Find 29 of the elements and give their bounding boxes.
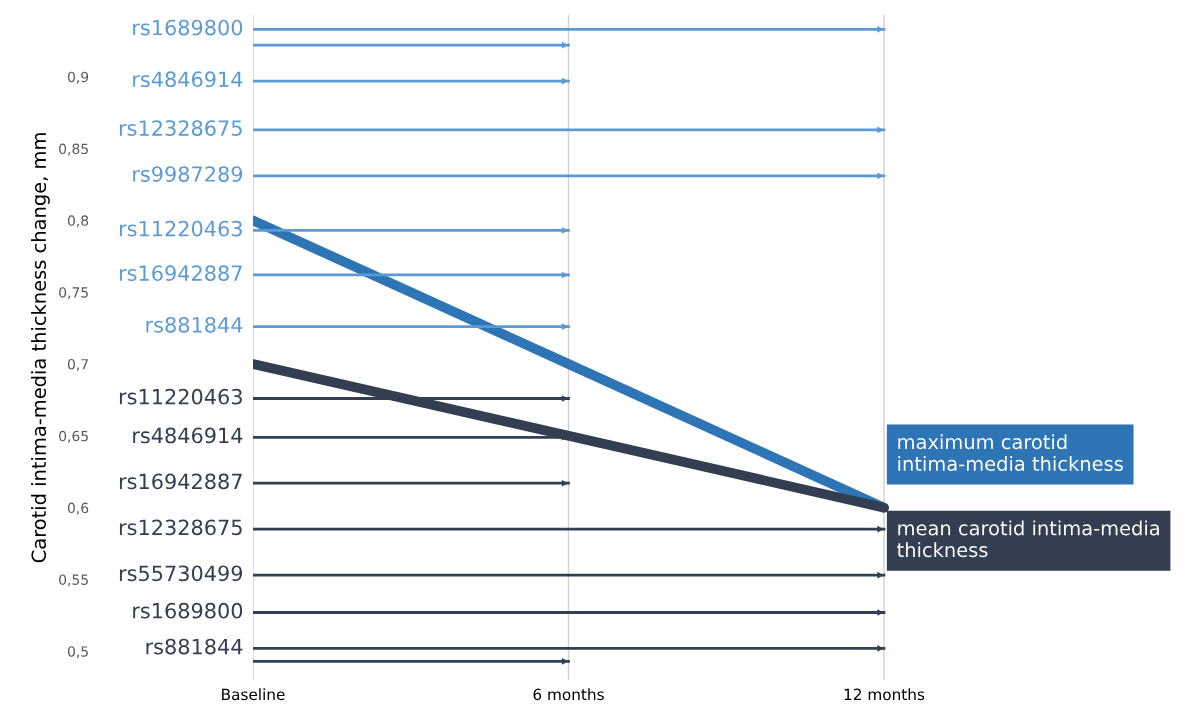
text: maximum carotid intima-media thickness	[898, 434, 1123, 472]
y-tick-label: 0,65	[59, 430, 88, 443]
x-tick-label: Baseline	[222, 688, 285, 701]
series-label: rs1689800	[133, 19, 243, 36]
series-label: rs12328675	[119, 519, 242, 536]
series-label: rs881844	[146, 316, 243, 333]
y-tick-label: 0,8	[67, 215, 89, 228]
series-label: rs11220463	[119, 388, 242, 405]
y-tick-label: 0,6	[67, 502, 89, 515]
series-label: rs16942887	[119, 473, 242, 490]
series-label: rs4846914	[133, 427, 243, 444]
series-label: rs12328675	[119, 120, 242, 136]
y-tick-label: 0,7	[67, 358, 88, 371]
y-tick-label: 0,75	[59, 287, 88, 300]
y-tick-label: 0,55	[59, 574, 88, 587]
y-tick-label: 0,9	[67, 71, 89, 84]
series-label: rs55730499	[119, 565, 243, 582]
x-tick-label: 12 months	[844, 688, 925, 701]
series-label: mean carotid intima-media thickness	[897, 520, 1159, 558]
x-tick-label: 6 months	[533, 688, 604, 701]
series-label: rs4846914	[133, 71, 243, 88]
series-label: rs11220463	[119, 220, 242, 237]
series-label: rs881844	[146, 638, 243, 655]
series-label: rs16942887	[119, 265, 242, 282]
y-tick-label: 0,5	[67, 646, 88, 659]
series-label: rs9987289	[133, 166, 243, 182]
y-tick-label: 0,85	[59, 143, 88, 156]
series-label: rs1689800	[133, 602, 243, 619]
y-axis-title: Carotid intima-media thickness change, mm	[31, 133, 50, 563]
